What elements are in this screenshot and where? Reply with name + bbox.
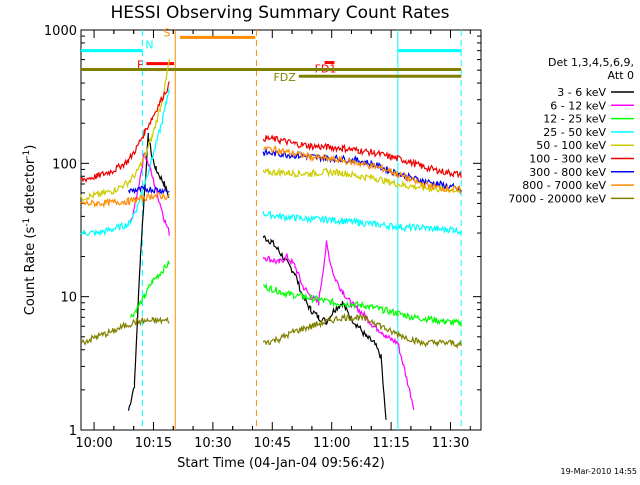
instrument-state-bars: NFSFD1FDZ — [81, 26, 462, 84]
y-axis-label: Count Rate (s-1 detector-1) — [22, 145, 38, 316]
y-tick-label: 1 — [69, 424, 77, 439]
x-tick-label: 10:15 — [135, 436, 172, 451]
series-line — [127, 183, 170, 195]
series-line — [262, 282, 462, 327]
y-axis-label-close: ) — [23, 145, 38, 150]
x-tick-label: 11:30 — [432, 436, 469, 451]
legend-label: 800 - 7000 keV — [522, 179, 606, 192]
series-line — [129, 260, 170, 318]
legend-header-2: Att 0 — [608, 69, 634, 82]
x-tick-label: 10:30 — [194, 436, 231, 451]
series-line — [262, 167, 462, 194]
y-tick-label: 10 — [60, 291, 77, 306]
legend-label: 3 - 6 keV — [557, 86, 606, 99]
series-line — [80, 59, 170, 201]
series-line — [262, 234, 387, 420]
series-line — [80, 192, 170, 209]
y-axis-label-main: Count Rate (s — [23, 227, 38, 316]
legend-label: 7000 - 20000 keV — [508, 192, 606, 205]
legend-header-1: Det 1,3,4,5,6,9, — [548, 56, 634, 69]
legend-label: 25 - 50 keV — [543, 126, 606, 139]
series-line — [127, 132, 170, 411]
y-tick-labels: 1 10 100 1000 — [44, 24, 77, 439]
plot-frame — [80, 29, 482, 431]
x-tick-label: 11:00 — [313, 436, 350, 451]
x-tick-label: 10:00 — [75, 436, 112, 451]
legend-label: 300 - 800 keV — [529, 166, 606, 179]
state-bar-label: FDZ — [273, 71, 296, 84]
legend-label: 100 - 300 keV — [529, 153, 606, 166]
instrument-state-lines — [141, 30, 462, 430]
series-line — [262, 134, 462, 179]
series-line — [263, 144, 462, 194]
x-tick-labels: 10:00 10:15 10:30 10:45 11:00 11:15 11:30 — [75, 436, 469, 451]
y-axis-label-tail: detector — [23, 158, 38, 218]
series-line — [80, 88, 170, 237]
y-tick-label: 1000 — [44, 24, 77, 39]
x-axis-label: Start Time (04-Jan-04 09:56:42) — [177, 456, 385, 471]
y-axis-label-sup2: -1 — [22, 150, 32, 159]
legend-label: 6 - 12 keV — [550, 99, 606, 112]
y-axis-label-sup1: -1 — [22, 218, 32, 227]
series-line — [80, 81, 170, 183]
series-line — [80, 316, 170, 346]
series-line — [262, 147, 462, 195]
series-line — [262, 312, 462, 350]
state-bar-label: F — [137, 59, 143, 72]
x-tick-label: 11:15 — [372, 436, 409, 451]
chart-title: HESSI Observing Summary Count Rates — [110, 3, 449, 23]
x-tick-label: 10:45 — [254, 436, 291, 451]
generation-timestamp: 19-Mar-2010 14:55 — [561, 467, 638, 476]
y-tick-label: 100 — [52, 157, 77, 172]
axis-ticks — [81, 30, 481, 431]
series-line — [129, 152, 170, 236]
legend-label: 12 - 25 keV — [543, 113, 606, 126]
series-line — [262, 210, 462, 236]
series-line — [262, 240, 415, 411]
legend-label: 50 - 100 keV — [536, 139, 606, 152]
state-bar-label: N — [145, 39, 153, 52]
series-lines — [80, 59, 462, 420]
state-bar-label: S — [163, 26, 170, 39]
